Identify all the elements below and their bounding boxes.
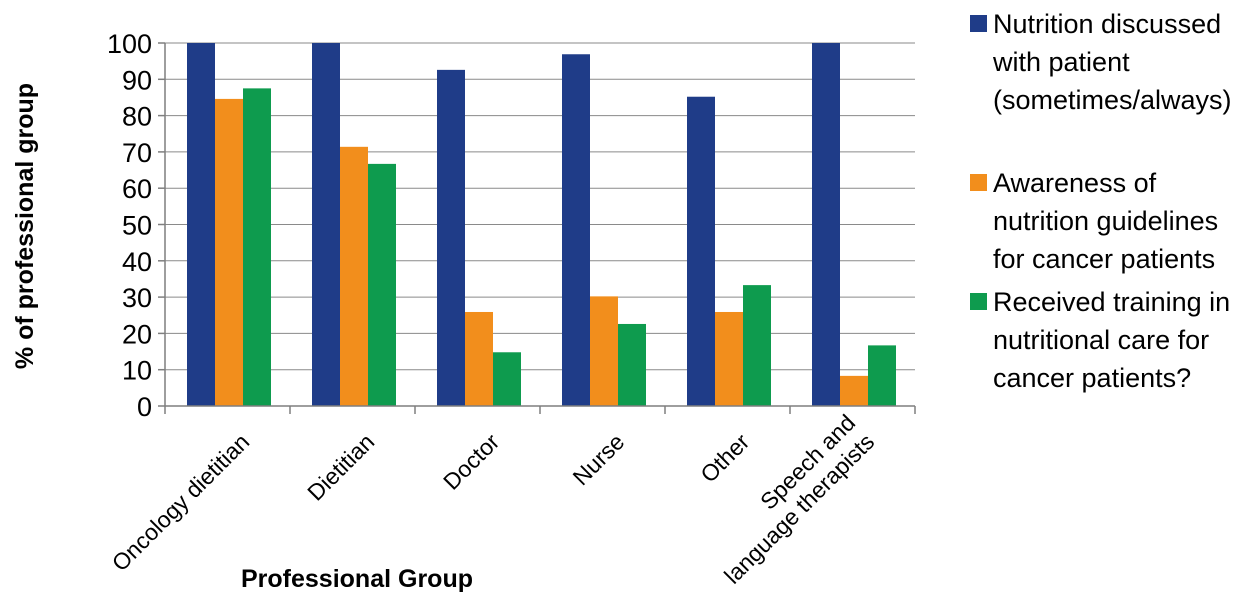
- bar: [493, 352, 521, 406]
- bar: [590, 296, 618, 406]
- bars: [187, 43, 896, 407]
- y-tick-label: 70: [122, 138, 152, 168]
- y-tick-label: 60: [122, 174, 152, 204]
- bar: [618, 323, 646, 406]
- y-tick-label: 50: [122, 211, 152, 241]
- x-tick-label: Other: [695, 428, 754, 487]
- legend-label: Awareness of nutrition guidelines for canc…: [993, 168, 1218, 274]
- gridlines: [165, 42, 915, 371]
- y-tick-label: 100: [107, 29, 152, 59]
- bar: [340, 146, 368, 406]
- bar: [312, 43, 340, 406]
- bar: [840, 375, 868, 406]
- bar: [368, 163, 396, 406]
- y-tick-label: 80: [122, 102, 152, 132]
- x-tick-label: Doctor: [438, 428, 505, 495]
- legend-label: Nutrition discussed with patient (sometime…: [992, 9, 1232, 115]
- y-tick-label: 10: [122, 356, 152, 386]
- y-axis-title: % of professional group: [11, 83, 39, 369]
- bar: [562, 54, 590, 407]
- y-tick-label: 0: [137, 392, 152, 422]
- bar: [687, 96, 715, 406]
- x-axis-title: Professional Group: [241, 565, 473, 593]
- legend-swatch: [970, 293, 987, 310]
- bar: [187, 43, 215, 406]
- legend-label: Received training in nutritional care for…: [993, 287, 1230, 393]
- x-tick-label: Nurse: [568, 428, 630, 490]
- y-tick-label: 30: [122, 283, 152, 313]
- bar: [243, 88, 271, 406]
- bar: [812, 43, 840, 406]
- y-tick-label: 90: [122, 65, 152, 95]
- bar: [215, 98, 243, 406]
- y-tick-labels: 0 10 20 30 40 50 60 70 80 90 100: [107, 29, 152, 422]
- legend-swatch: [970, 15, 987, 32]
- y-tick-label: 40: [122, 247, 152, 277]
- bar: [465, 311, 493, 406]
- x-tick-label: Oncology dietitian: [107, 428, 255, 576]
- legend-swatch: [970, 174, 987, 191]
- x-tick-label: Dietitian: [302, 428, 379, 505]
- bar: [743, 285, 771, 406]
- axes: [158, 42, 916, 414]
- bar: [715, 311, 743, 406]
- bar: [868, 345, 896, 406]
- x-category-labels: Oncology dietitian Dietitian Doctor Nurse Ot…: [107, 409, 880, 588]
- bar: [437, 69, 465, 406]
- y-tick-label: 20: [122, 319, 152, 349]
- legend: Nutrition discussed with patient (sometime…: [970, 9, 1232, 393]
